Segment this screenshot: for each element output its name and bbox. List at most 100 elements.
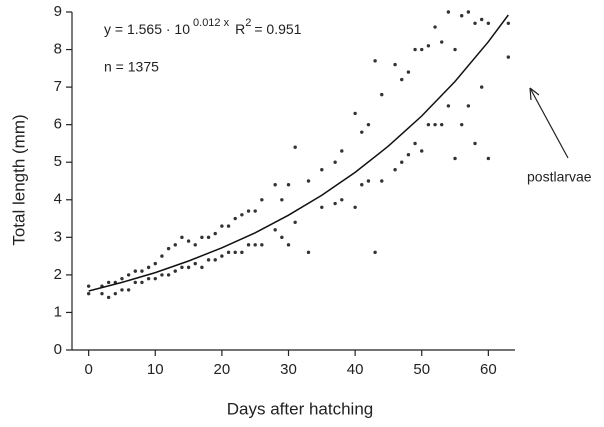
point bbox=[133, 280, 137, 285]
point bbox=[486, 21, 491, 25]
y-tick-label: 8 bbox=[54, 41, 62, 58]
point bbox=[220, 224, 224, 228]
point bbox=[86, 291, 91, 296]
point bbox=[280, 198, 284, 202]
point bbox=[193, 243, 197, 247]
x-tick-label: 40 bbox=[347, 361, 364, 378]
point bbox=[220, 254, 224, 258]
point bbox=[486, 156, 491, 161]
point bbox=[413, 47, 417, 52]
point bbox=[280, 235, 284, 240]
y-tick-label: 5 bbox=[54, 153, 62, 170]
point bbox=[353, 205, 357, 209]
r-value: = 0.951 bbox=[254, 21, 301, 37]
point bbox=[120, 288, 124, 292]
point bbox=[466, 104, 471, 108]
point bbox=[380, 179, 384, 183]
arrow-head bbox=[529, 87, 540, 101]
y-tick-label: 9 bbox=[54, 3, 62, 20]
point bbox=[400, 160, 404, 164]
point bbox=[393, 168, 397, 172]
point bbox=[173, 243, 177, 247]
point bbox=[226, 250, 231, 255]
point bbox=[86, 284, 91, 288]
point bbox=[466, 10, 471, 14]
arrow bbox=[529, 87, 569, 159]
point bbox=[200, 235, 204, 240]
point bbox=[320, 168, 324, 172]
point bbox=[213, 258, 217, 262]
point bbox=[406, 70, 411, 74]
point bbox=[286, 243, 291, 247]
point bbox=[340, 198, 344, 202]
point bbox=[433, 25, 437, 29]
point bbox=[126, 273, 131, 277]
x-tick-label: 20 bbox=[214, 361, 231, 378]
point bbox=[133, 269, 137, 273]
n-label: n = 1375 bbox=[104, 59, 159, 75]
point bbox=[293, 220, 297, 225]
point bbox=[180, 265, 184, 270]
point bbox=[426, 122, 431, 127]
point bbox=[426, 44, 431, 48]
point bbox=[453, 156, 457, 161]
point bbox=[360, 183, 364, 187]
point bbox=[166, 246, 171, 251]
point bbox=[320, 205, 324, 209]
point bbox=[460, 122, 464, 127]
point bbox=[260, 198, 264, 202]
point bbox=[126, 288, 131, 292]
point bbox=[420, 47, 424, 52]
point bbox=[340, 149, 344, 153]
point bbox=[380, 92, 384, 97]
y-tick-label: 1 bbox=[54, 303, 62, 320]
x-tick-label: 60 bbox=[480, 361, 497, 378]
equation: y = 1.565 · 10 0.012 x R2 = 0.951 bbox=[104, 17, 302, 37]
y-axis-title: Total length (mm) bbox=[9, 114, 28, 245]
point bbox=[273, 228, 277, 232]
fit-curve bbox=[88, 14, 509, 292]
point bbox=[233, 216, 237, 221]
point bbox=[160, 254, 164, 258]
point bbox=[180, 235, 184, 240]
point bbox=[153, 261, 157, 266]
point bbox=[240, 213, 244, 217]
point bbox=[506, 55, 511, 59]
y-tick-label: 4 bbox=[54, 191, 62, 208]
point bbox=[173, 269, 177, 273]
equation-base: y = 1.565 · 10 bbox=[104, 21, 190, 37]
point bbox=[140, 269, 144, 273]
point bbox=[106, 280, 111, 285]
point bbox=[366, 122, 371, 127]
equation-exponent: 0.012 x bbox=[193, 17, 230, 29]
point bbox=[146, 276, 151, 281]
point bbox=[400, 77, 404, 82]
point bbox=[253, 243, 257, 247]
point bbox=[406, 153, 411, 157]
point bbox=[506, 21, 511, 25]
point bbox=[286, 183, 291, 187]
point bbox=[366, 179, 371, 183]
point bbox=[446, 104, 451, 108]
point bbox=[393, 62, 397, 67]
point bbox=[460, 14, 464, 18]
point bbox=[306, 250, 311, 255]
point bbox=[293, 145, 297, 149]
point bbox=[473, 21, 477, 25]
point bbox=[246, 209, 251, 213]
point bbox=[253, 209, 257, 213]
point bbox=[226, 224, 231, 228]
point bbox=[413, 141, 417, 146]
y-tick-label: 2 bbox=[54, 266, 62, 283]
x-tick-label: 10 bbox=[147, 361, 164, 378]
point bbox=[420, 149, 424, 153]
point bbox=[353, 111, 357, 116]
point bbox=[213, 231, 217, 236]
point bbox=[440, 40, 444, 44]
point bbox=[260, 243, 264, 247]
point bbox=[440, 122, 444, 127]
point bbox=[273, 183, 277, 187]
point bbox=[100, 291, 104, 296]
point bbox=[153, 276, 157, 281]
